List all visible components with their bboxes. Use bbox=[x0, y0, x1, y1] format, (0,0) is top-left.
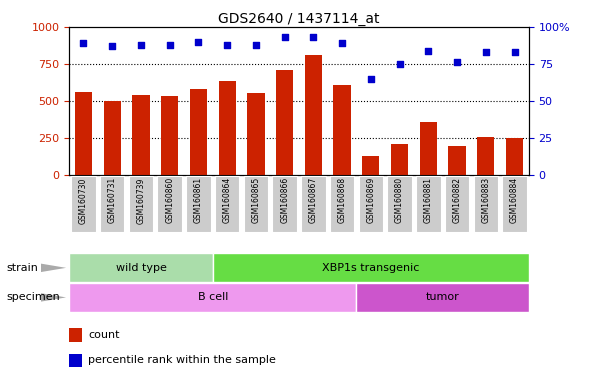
Point bbox=[108, 43, 117, 49]
Text: GSM160881: GSM160881 bbox=[424, 177, 433, 223]
Text: strain: strain bbox=[6, 263, 38, 273]
Bar bbox=[356, 283, 529, 312]
Text: GSM160880: GSM160880 bbox=[395, 177, 404, 223]
Point bbox=[395, 61, 404, 67]
Bar bbox=[276, 70, 293, 175]
Point bbox=[337, 40, 347, 46]
FancyBboxPatch shape bbox=[272, 176, 297, 232]
Text: specimen: specimen bbox=[6, 292, 59, 303]
Point bbox=[452, 59, 462, 65]
Text: GSM160865: GSM160865 bbox=[251, 177, 260, 223]
FancyBboxPatch shape bbox=[215, 176, 239, 232]
Point bbox=[251, 41, 261, 48]
Bar bbox=[334, 85, 351, 175]
Text: GSM160867: GSM160867 bbox=[309, 177, 318, 223]
Text: GSM160884: GSM160884 bbox=[510, 177, 519, 223]
Point bbox=[366, 76, 376, 82]
Bar bbox=[69, 283, 356, 312]
Point bbox=[308, 34, 318, 40]
Bar bbox=[75, 92, 92, 175]
FancyBboxPatch shape bbox=[186, 176, 210, 232]
Text: GSM160869: GSM160869 bbox=[367, 177, 376, 223]
Bar bbox=[190, 89, 207, 175]
Text: GSM160860: GSM160860 bbox=[165, 177, 174, 223]
Bar bbox=[362, 156, 379, 175]
Text: B cell: B cell bbox=[198, 292, 228, 303]
FancyBboxPatch shape bbox=[388, 176, 412, 232]
FancyBboxPatch shape bbox=[359, 176, 383, 232]
Bar bbox=[477, 137, 495, 175]
Point bbox=[481, 49, 490, 55]
FancyBboxPatch shape bbox=[301, 176, 326, 232]
FancyBboxPatch shape bbox=[502, 176, 526, 232]
Text: GDS2640 / 1437114_at: GDS2640 / 1437114_at bbox=[218, 12, 380, 25]
Text: GSM160868: GSM160868 bbox=[338, 177, 347, 223]
Bar bbox=[132, 95, 150, 175]
Bar bbox=[69, 328, 82, 341]
FancyBboxPatch shape bbox=[474, 176, 498, 232]
Point bbox=[165, 41, 174, 48]
FancyBboxPatch shape bbox=[243, 176, 268, 232]
Text: GSM160883: GSM160883 bbox=[481, 177, 490, 223]
Text: tumor: tumor bbox=[426, 292, 460, 303]
Bar bbox=[103, 101, 121, 175]
Point bbox=[510, 49, 519, 55]
Point bbox=[424, 48, 433, 54]
Text: GSM160882: GSM160882 bbox=[453, 177, 462, 223]
Bar bbox=[419, 122, 437, 175]
Bar bbox=[69, 253, 213, 282]
FancyBboxPatch shape bbox=[100, 176, 124, 232]
Text: percentile rank within the sample: percentile rank within the sample bbox=[88, 356, 276, 366]
Text: count: count bbox=[88, 329, 120, 339]
Point bbox=[194, 39, 203, 45]
FancyBboxPatch shape bbox=[129, 176, 153, 232]
Bar bbox=[213, 253, 529, 282]
Text: GSM160731: GSM160731 bbox=[108, 177, 117, 223]
Text: XBP1s transgenic: XBP1s transgenic bbox=[322, 263, 419, 273]
Polygon shape bbox=[41, 293, 66, 302]
FancyBboxPatch shape bbox=[445, 176, 469, 232]
Bar bbox=[161, 96, 178, 175]
Bar bbox=[305, 55, 322, 175]
Bar bbox=[391, 144, 408, 175]
Bar bbox=[69, 354, 82, 367]
FancyBboxPatch shape bbox=[157, 176, 182, 232]
Bar bbox=[448, 146, 466, 175]
Polygon shape bbox=[41, 263, 66, 272]
Bar bbox=[219, 81, 236, 175]
FancyBboxPatch shape bbox=[416, 176, 441, 232]
Bar bbox=[506, 138, 523, 175]
Point bbox=[280, 34, 290, 40]
Text: GSM160861: GSM160861 bbox=[194, 177, 203, 223]
FancyBboxPatch shape bbox=[72, 176, 96, 232]
FancyBboxPatch shape bbox=[330, 176, 355, 232]
Text: GSM160866: GSM160866 bbox=[280, 177, 289, 223]
Text: wild type: wild type bbox=[115, 263, 166, 273]
Point bbox=[79, 40, 88, 46]
Point bbox=[222, 41, 232, 48]
Bar bbox=[247, 93, 264, 175]
Text: GSM160739: GSM160739 bbox=[136, 177, 145, 223]
Point bbox=[136, 41, 146, 48]
Text: GSM160864: GSM160864 bbox=[222, 177, 231, 223]
Text: GSM160730: GSM160730 bbox=[79, 177, 88, 223]
